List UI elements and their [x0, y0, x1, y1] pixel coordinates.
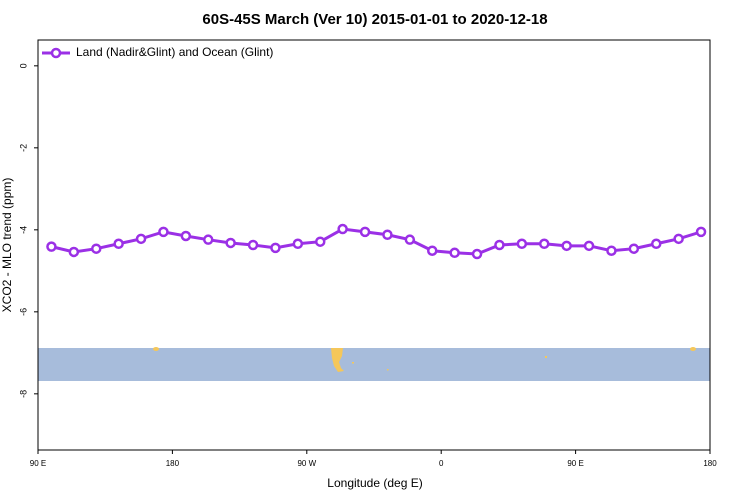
data-point: [695, 226, 707, 238]
y-tick-label: -2: [18, 144, 28, 152]
data-point: [516, 238, 528, 250]
x-tick-label: 180: [166, 459, 180, 468]
data-point: [202, 234, 214, 245]
y-tick-label: -8: [18, 390, 28, 398]
data-point: [583, 240, 595, 252]
data-point: [113, 238, 124, 250]
data-point: [449, 247, 460, 259]
data-point: [606, 245, 617, 256]
x-tick-label: 90 E: [567, 459, 583, 468]
plot-frame: [37, 39, 711, 451]
x-tick-label: 0: [439, 459, 444, 468]
data-point: [270, 242, 281, 254]
data-point: [404, 234, 416, 245]
data-point: [46, 241, 57, 252]
data-point: [426, 245, 438, 256]
data-point: [90, 243, 102, 254]
data-point: [471, 248, 483, 260]
data-point: [292, 238, 304, 250]
y-tick-label: -6: [18, 308, 28, 316]
data-point: [673, 233, 684, 245]
data-point: [494, 239, 505, 251]
x-axis-label: Longitude (deg E): [327, 476, 422, 490]
data-point: [247, 239, 259, 251]
y-tick-label: -4: [18, 226, 28, 234]
data-point: [337, 223, 348, 235]
data-point: [561, 240, 572, 252]
data-point: [628, 243, 640, 254]
chart-title: 60S-45S March (Ver 10) 2015-01-01 to 202…: [202, 11, 547, 28]
data-point: [135, 233, 147, 245]
series-line: [51, 227, 702, 256]
data-point: [225, 237, 236, 249]
data-point: [538, 238, 550, 250]
data-point: [68, 246, 80, 258]
data-point: [382, 229, 393, 240]
y-axis-label: XCO2 - MLO trend (ppm): [0, 178, 14, 313]
x-tick-label: 180: [703, 459, 717, 468]
x-tick-label: 90 W: [297, 459, 316, 468]
legend-marker: [50, 47, 62, 59]
data-point: [158, 226, 169, 238]
x-tick-label: 90 E: [30, 459, 46, 468]
data-point: [359, 226, 371, 238]
y-tick-label: 0: [18, 63, 28, 68]
map-strip: [38, 347, 710, 381]
legend-label: Land (Nadir&Glint) and Ocean (Glint): [76, 45, 273, 59]
data-point: [650, 238, 662, 250]
data-point: [314, 236, 326, 247]
data-point: [180, 230, 192, 242]
